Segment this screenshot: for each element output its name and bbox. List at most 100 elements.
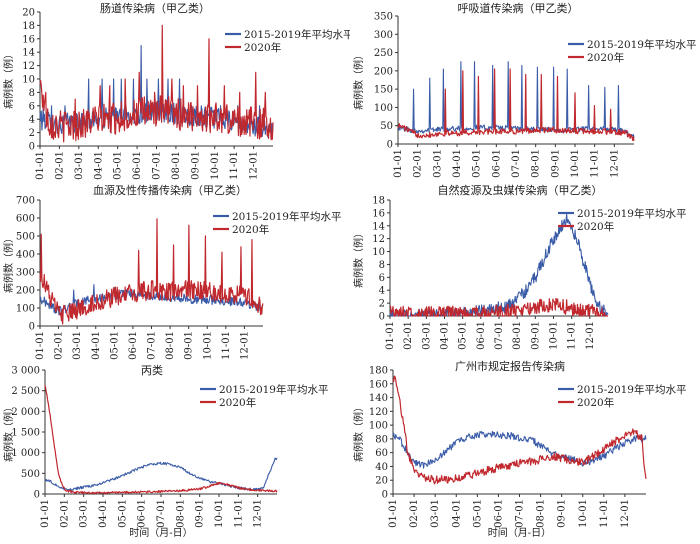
x-axis-label: 时间（月-日）: [129, 526, 192, 539]
y-tick-label: 2: [29, 128, 35, 139]
x-tick-label: 02-01: [409, 499, 420, 528]
chart-svg: 0 2 4 6 8 10 12 14 16 18 20 01-01 02-01 03-01 04-01 05-…: [2, 1, 354, 180]
chart-panel-5: 0 500 1 000 1 500 2 000 2 500 3 000 01-01 02-01 0…: [0, 360, 350, 540]
axes: 0 20 40 60 80 100 120 140 160 180 01-01 02-01 03-01 0…: [369, 366, 646, 528]
y-tick-label: 100: [374, 103, 393, 114]
x-tick-label: 03-01: [432, 149, 443, 178]
x-tick-label: 09-01: [557, 499, 568, 528]
x-tick-label: 01-01: [388, 499, 399, 528]
x-tick-label: 12-01: [585, 321, 596, 350]
chart-title: 丙类: [141, 363, 163, 377]
x-tick-label: 02-01: [403, 321, 414, 350]
y-axis-label: 病例数（例）: [352, 50, 365, 110]
y-tick-label: 12: [372, 234, 385, 245]
y-tick-label: 600: [16, 214, 35, 225]
x-tick-label: 03-01: [79, 499, 90, 528]
x-tick-label: 07-01: [156, 499, 167, 528]
series-line-2: [397, 68, 635, 141]
y-axis-label: 病例数（例）: [352, 228, 365, 288]
x-tick-label: 07-01: [147, 331, 158, 360]
x-tick-label: 03-01: [72, 331, 83, 360]
x-tick-label: 10-01: [549, 321, 560, 350]
y-tick-label: 300: [16, 268, 35, 279]
x-tick-label: 11-01: [221, 331, 232, 360]
x-tick-label: 08-01: [536, 499, 547, 528]
y-tick-label: 8: [379, 260, 385, 271]
x-tick-label: 01-01: [35, 331, 46, 360]
legend-label: 2020年: [577, 220, 614, 233]
x-tick-label: 02-01: [59, 499, 70, 528]
x-tick-label: 04-01: [452, 149, 463, 178]
y-tick-label: 0: [29, 322, 35, 333]
x-tick-label: 03-01: [74, 151, 85, 180]
y-tick-label: 14: [372, 221, 385, 232]
y-tick-label: 2 500: [11, 386, 40, 397]
y-tick-label: 200: [374, 66, 393, 77]
x-tick-label: 05-01: [472, 499, 483, 528]
y-tick-label: 150: [374, 85, 393, 96]
legend-label: 2015-2019年平均水平: [232, 210, 342, 223]
x-tick-label: 06-01: [491, 149, 502, 178]
series-line-1: [389, 213, 609, 317]
chart-title: 广州市规定报告传染病: [455, 360, 565, 373]
chart-panel-1: 0 2 4 6 8 10 12 14 16 18 20 01-01 02-01 03-01 04-01 05-…: [0, 0, 354, 180]
y-tick-label: 100: [369, 421, 388, 432]
chart-svg: 0 100 200 300 400 500 600 700 01-01 02-01 03-01 04-…: [2, 183, 342, 360]
y-axis-label: 病例数（例）: [2, 402, 15, 462]
y-tick-label: 80: [375, 434, 388, 445]
x-tick-label: 11-01: [599, 499, 610, 528]
x-tick-label: 05-01: [458, 321, 469, 350]
legend-label: 2015-2019年平均水平: [244, 28, 350, 41]
axes: 0 100 200 300 400 500 600 700 01-01 02-01 03-01 04-…: [16, 196, 263, 360]
x-tick-label: 08-01: [165, 331, 176, 360]
y-tick-label: 100: [16, 304, 35, 315]
x-tick-label: 02-01: [54, 331, 65, 360]
x-tick-label: 04-01: [91, 331, 102, 360]
y-tick-label: 140: [369, 393, 388, 404]
x-tick-label: 12-01: [609, 149, 620, 178]
x-tick-label: 10-01: [214, 499, 225, 528]
legend-label: 2020年: [587, 51, 624, 64]
axes: 0 2 4 6 8 10 12 14 16 18 20 01-01 02-01 03-01 04-01 05-…: [22, 8, 273, 180]
x-tick-label: 12-01: [249, 151, 260, 180]
x-tick-label: 08-01: [175, 499, 186, 528]
x-axis-label: 时间（月-日）: [488, 526, 551, 539]
y-tick-label: 500: [21, 469, 40, 480]
series-line-1: [397, 61, 635, 138]
x-tick-label: 06-01: [128, 331, 139, 360]
y-tick-label: 1 000: [11, 448, 40, 459]
y-tick-label: 60: [375, 448, 388, 459]
y-tick-label: 14: [22, 48, 35, 59]
series-line-1: [392, 430, 647, 469]
y-axis-label: 病例数（例）: [2, 49, 15, 109]
legend-label: 2015-2019年平均水平: [587, 38, 697, 51]
y-tick-label: 6: [379, 273, 385, 284]
y-tick-label: 16: [22, 34, 35, 45]
y-tick-label: 200: [16, 286, 35, 297]
chart-title: 肠道传染病（甲乙类）: [100, 1, 210, 15]
chart-title: 自然疫源及虫媒传染病（甲乙类）: [438, 183, 603, 197]
chart-panel-3: 0 100 200 300 400 500 600 700 01-01 02-01 03-01 04-…: [0, 180, 350, 360]
x-tick-label: 12-01: [239, 331, 250, 360]
x-tick-label: 05-01: [113, 151, 124, 180]
series-line-1: [44, 457, 278, 492]
y-tick-label: 0: [382, 490, 388, 501]
y-tick-label: 500: [16, 232, 35, 243]
x-tick-label: 06-01: [476, 321, 487, 350]
x-tick-label: 12-01: [253, 499, 264, 528]
y-tick-label: 3 000: [11, 366, 40, 377]
legend-label: 2020年: [219, 396, 256, 409]
series-line-2: [44, 384, 278, 495]
x-tick-label: 10-01: [570, 149, 581, 178]
x-tick-label: 08-01: [512, 321, 523, 350]
x-tick-label: 04-01: [98, 499, 109, 528]
series-line-2: [392, 375, 647, 485]
x-tick-label: 02-01: [54, 151, 65, 180]
x-tick-label: 07-01: [494, 321, 505, 350]
x-tick-label: 11-01: [229, 151, 240, 180]
legend-label: 2020年: [232, 223, 269, 236]
